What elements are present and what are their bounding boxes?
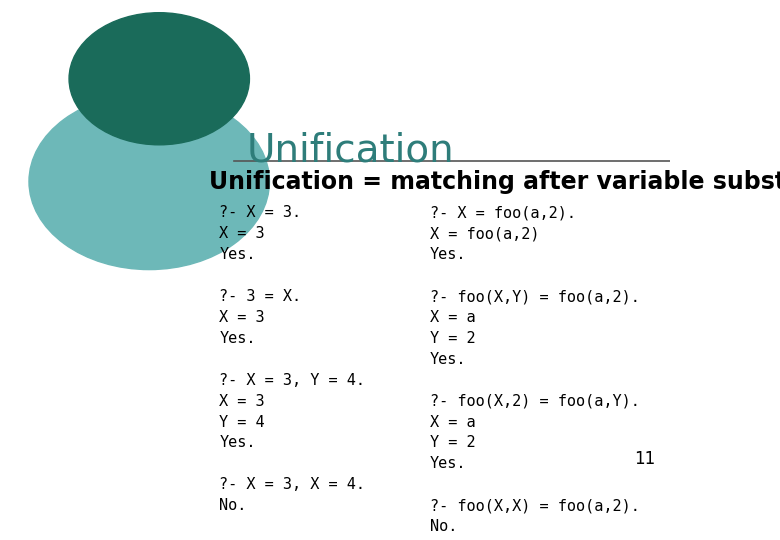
Text: X = foo(a,2): X = foo(a,2) (430, 226, 539, 241)
Text: X = 3: X = 3 (219, 310, 265, 325)
Text: ?- foo(X,2) = foo(a,Y).: ?- foo(X,2) = foo(a,Y). (430, 394, 640, 409)
Circle shape (69, 12, 250, 145)
Text: Y = 2: Y = 2 (430, 435, 475, 450)
Text: ?- X = foo(a,2).: ?- X = foo(a,2). (430, 205, 576, 220)
Text: ?- 3 = X.: ?- 3 = X. (219, 289, 302, 304)
Text: ?- foo(X,Y) = foo(a,2).: ?- foo(X,Y) = foo(a,2). (430, 289, 640, 304)
Text: Yes.: Yes. (430, 456, 466, 471)
Text: Y = 2: Y = 2 (430, 331, 475, 346)
Text: No.: No. (430, 519, 457, 534)
Circle shape (29, 93, 269, 269)
Text: Yes.: Yes. (430, 352, 466, 367)
Text: Yes.: Yes. (430, 247, 466, 262)
Text: ?- X = 3.: ?- X = 3. (219, 205, 302, 220)
Text: X = a: X = a (430, 310, 475, 325)
Text: ?- foo(X,X) = foo(a,2).: ?- foo(X,X) = foo(a,2). (430, 498, 640, 513)
Text: X = 3: X = 3 (219, 226, 265, 241)
Text: X = 3: X = 3 (219, 394, 265, 409)
Text: Yes.: Yes. (219, 435, 256, 450)
Text: 11: 11 (634, 450, 655, 468)
Text: No.: No. (219, 498, 246, 513)
Text: Yes.: Yes. (219, 331, 256, 346)
Text: Unification: Unification (247, 132, 455, 170)
Text: Yes.: Yes. (219, 247, 256, 262)
Text: ?- X = 3, Y = 4.: ?- X = 3, Y = 4. (219, 373, 365, 388)
Text: ?- X = 3, X = 4.: ?- X = 3, X = 4. (219, 477, 365, 492)
Text: Unification = matching after variable substitution: Unification = matching after variable su… (209, 171, 780, 194)
Text: Y = 4: Y = 4 (219, 415, 265, 429)
Text: X = a: X = a (430, 415, 475, 429)
